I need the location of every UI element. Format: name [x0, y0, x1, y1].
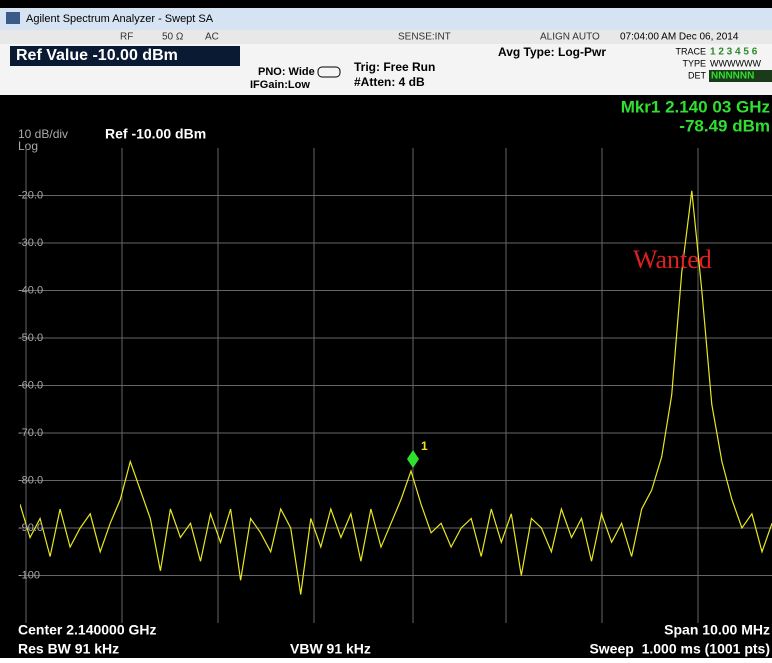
avg-type: Avg Type: Log-Pwr	[498, 45, 606, 59]
pno: PNO: Wide	[258, 66, 315, 78]
y-tick-label: -40.0	[18, 284, 43, 296]
trig: Trig: Free Run	[354, 60, 435, 74]
ref-level: Ref -10.00 dBm	[105, 126, 206, 142]
scale-div: 10 dB/div	[18, 127, 68, 141]
plot	[20, 148, 772, 623]
y-tick-label: -60.0	[18, 379, 43, 391]
res-bw: Res BW 91 kHz	[18, 641, 119, 657]
marker-diamond	[407, 450, 419, 468]
y-tick-label: -30.0	[18, 237, 43, 249]
type-label: TYPE	[682, 58, 706, 68]
type-values: WWWWWW	[710, 58, 761, 68]
window-title: Agilent Spectrum Analyzer - Swept SA	[26, 13, 214, 25]
center-freq: Center 2.140000 GHz	[18, 622, 157, 638]
vbw: VBW 91 kHz	[290, 641, 371, 657]
annotation: Wanted	[633, 245, 712, 274]
status-rf: RF	[120, 32, 133, 43]
y-tick-label: -70.0	[18, 427, 43, 439]
det-values: NNNNNN	[711, 71, 754, 82]
atten: #Atten: 4 dB	[354, 75, 425, 89]
status-sense: SENSE:INT	[398, 32, 451, 43]
det-label: DET	[688, 70, 707, 80]
ref-value-box	[10, 46, 240, 66]
trace	[20, 190, 772, 595]
sweep: Sweep 1.000 ms (1001 pts)	[589, 641, 770, 657]
status-coupling: AC	[205, 32, 219, 43]
app-icon	[6, 12, 20, 24]
span: Span 10.00 MHz	[664, 622, 770, 638]
status-impedance: 50 Ω	[162, 32, 184, 43]
marker-frequency: Mkr1 2.140 03 GHz	[621, 97, 770, 116]
trace-numbers: 1 2 3 4 5 6	[710, 47, 758, 58]
ifgain: IFGain:Low	[250, 79, 310, 91]
y-tick-label: -100	[18, 569, 40, 581]
scale-mode: Log	[18, 139, 38, 153]
y-tick-label: -20.0	[18, 189, 43, 201]
status-bar	[0, 30, 772, 44]
y-tick-label: -80.0	[18, 474, 43, 486]
pno-icon	[317, 66, 341, 78]
y-tick-label: -90.0	[18, 522, 43, 534]
marker-number: 1	[421, 439, 428, 453]
det-box	[709, 70, 772, 82]
marker-amplitude: -78.49 dBm	[679, 116, 770, 135]
status-align: ALIGN AUTO	[540, 32, 600, 43]
trace-label: TRACE	[675, 46, 706, 56]
ref-value: Ref Value -10.00 dBm	[16, 47, 178, 64]
status-datetime: 07:04:00 AM Dec 06, 2014	[620, 32, 739, 43]
title-bar	[0, 8, 772, 30]
y-tick-label: -50.0	[18, 332, 43, 344]
